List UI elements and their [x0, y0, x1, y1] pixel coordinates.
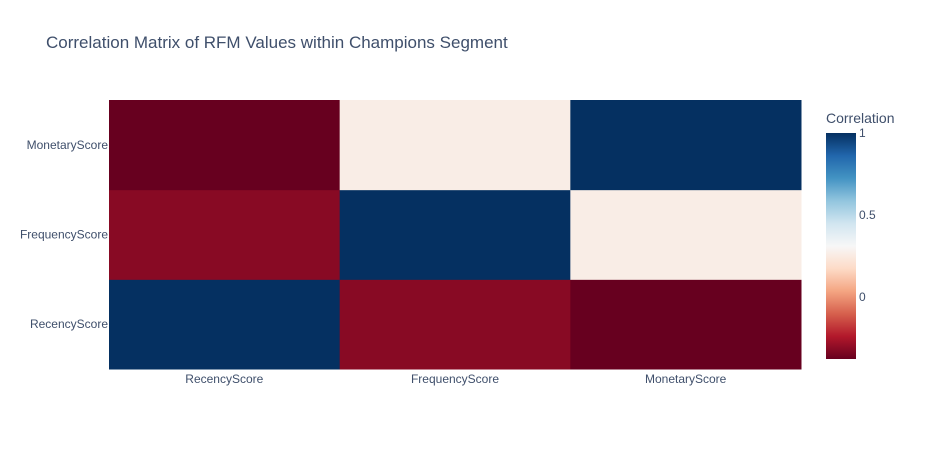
- heatmap-cell-RecencyScore-FrequencyScore: [339, 279, 571, 370]
- x-tick-label: FrequencyScore: [411, 372, 499, 386]
- heatmap-cell-RecencyScore-MonetaryScore: [570, 279, 802, 370]
- heatmap-cell-MonetaryScore-RecencyScore: [109, 100, 341, 191]
- heatmap-cell-FrequencyScore-RecencyScore: [109, 189, 341, 280]
- heatmap-cell-MonetaryScore-MonetaryScore: [570, 100, 802, 191]
- x-tick-label: MonetaryScore: [645, 372, 727, 386]
- y-tick-label: MonetaryScore: [27, 138, 109, 152]
- heatmap-cell-MonetaryScore-FrequencyScore: [339, 100, 571, 191]
- colorbar-tick-label: 1: [859, 126, 866, 140]
- chart-title: Correlation Matrix of RFM Values within …: [46, 33, 508, 52]
- y-tick-label: RecencyScore: [30, 317, 108, 331]
- heatmap-cell-RecencyScore-RecencyScore: [109, 279, 341, 370]
- colorbar-title: Correlation: [826, 110, 894, 126]
- colorbar-tick-label: 0.5: [859, 208, 876, 222]
- y-tick-label: FrequencyScore: [20, 228, 108, 242]
- colorbar-tick-label: 0: [859, 290, 866, 304]
- colorbar: [826, 133, 856, 359]
- heatmap-cell-FrequencyScore-MonetaryScore: [570, 189, 802, 280]
- heatmap-cell-FrequencyScore-FrequencyScore: [339, 189, 571, 280]
- x-tick-label: RecencyScore: [185, 372, 263, 386]
